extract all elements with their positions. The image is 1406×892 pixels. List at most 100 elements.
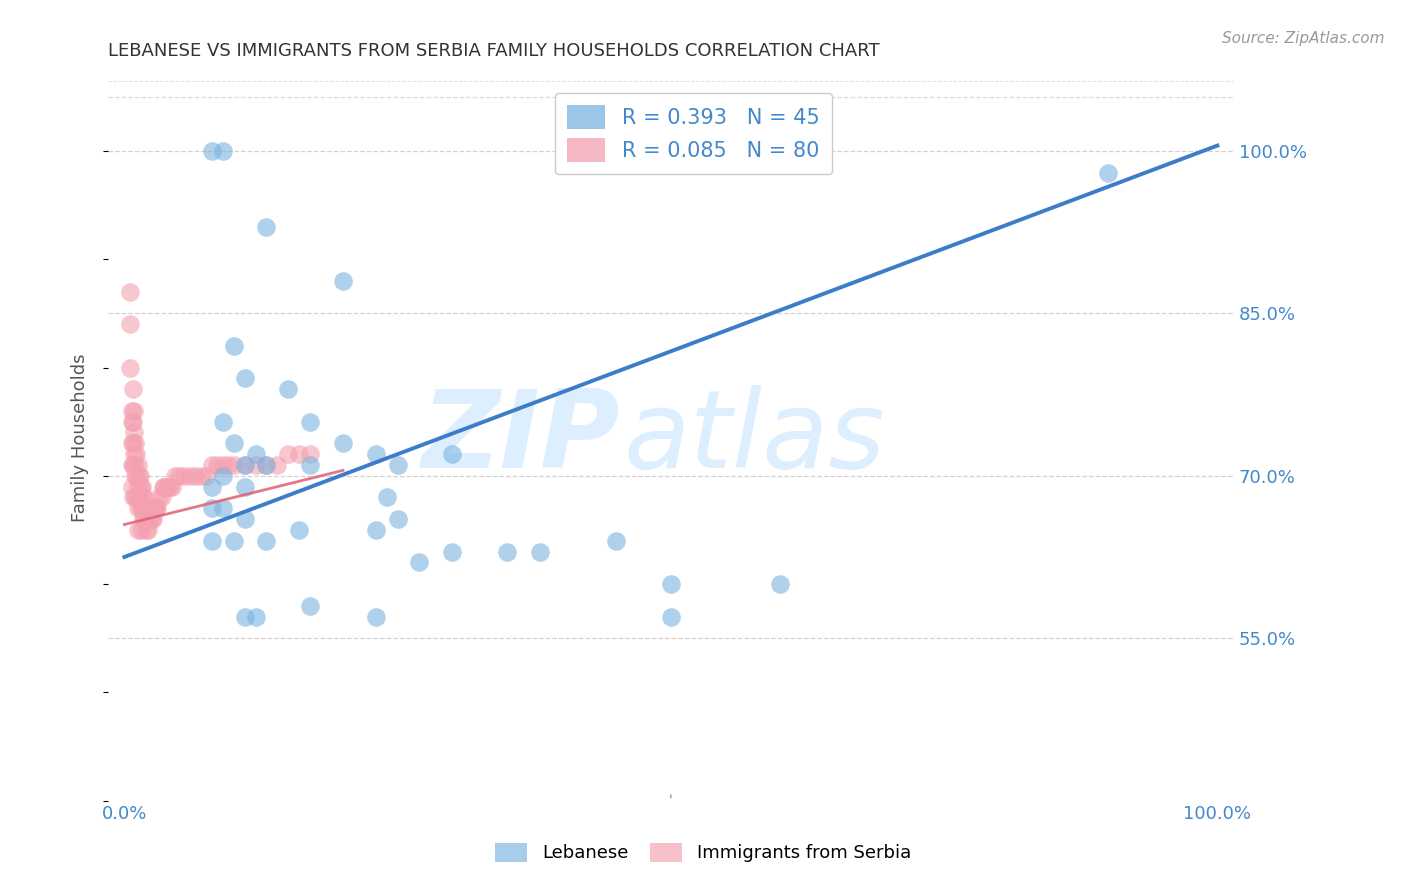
Point [118,285,141,299]
Point [135,501,157,516]
Point [217,458,239,472]
Point [131,480,153,494]
Point [146,501,169,516]
Point [118,317,141,331]
Point [408,556,430,570]
Point [143,501,166,516]
Point [288,447,311,461]
Point [233,458,256,472]
Point [201,533,224,548]
Point [364,447,387,461]
Point [387,512,409,526]
Point [135,523,157,537]
Point [201,144,224,158]
Point [256,219,278,234]
Point [138,512,160,526]
Point [122,415,145,429]
Point [148,491,170,505]
Point [159,480,181,494]
Point [128,491,150,505]
Point [299,599,322,613]
Point [121,404,143,418]
Point [163,468,186,483]
Point [124,491,146,505]
Point [142,501,165,516]
Point [299,447,322,461]
Point [145,501,167,516]
Point [150,491,173,505]
Point [201,480,224,494]
Point [125,468,148,483]
Point [659,577,682,591]
Point [122,404,145,418]
Point [125,491,148,505]
Point [211,468,233,483]
Point [299,458,322,472]
Point [155,480,177,494]
Point [128,468,150,483]
Point [132,491,155,505]
Point [211,458,233,472]
Point [245,458,267,472]
Point [277,447,299,461]
Point [127,480,149,494]
Point [127,458,149,472]
Point [659,609,682,624]
Legend: Lebanese, Immigrants from Serbia: Lebanese, Immigrants from Serbia [488,836,918,870]
Point [167,468,190,483]
Point [195,468,218,483]
Point [129,501,152,516]
Point [233,480,256,494]
Point [211,144,233,158]
Point [122,436,145,450]
Point [121,458,143,472]
Point [256,458,278,472]
Point [233,371,256,385]
Point [364,609,387,624]
Point [375,491,398,505]
Legend: R = 0.393   N = 45, R = 0.085   N = 80: R = 0.393 N = 45, R = 0.085 N = 80 [555,93,832,174]
Point [441,544,464,558]
Point [128,468,150,483]
Point [121,480,143,494]
Point [233,512,256,526]
Point [201,501,224,516]
Point [157,480,180,494]
Point [277,382,299,396]
Point [790,144,813,158]
Point [605,533,627,548]
Point [173,468,195,483]
Point [256,458,278,472]
Point [769,577,792,591]
Point [266,458,288,472]
Point [129,480,152,494]
Point [1097,166,1119,180]
Point [184,468,207,483]
Point [128,491,150,505]
Y-axis label: Family Households: Family Households [72,353,89,522]
Point [124,436,146,450]
Point [122,491,145,505]
Point [131,501,153,516]
Point [190,468,212,483]
Point [233,458,256,472]
Point [299,415,322,429]
Point [245,609,267,624]
Point [245,447,267,461]
Point [134,501,156,516]
Point [121,436,143,450]
Point [127,501,149,516]
Point [441,447,464,461]
Text: Source: ZipAtlas.com: Source: ZipAtlas.com [1222,31,1385,46]
Point [152,480,174,494]
Point [142,512,165,526]
Point [124,468,146,483]
Point [207,458,229,472]
Point [222,339,245,353]
Text: ZIP: ZIP [422,385,620,491]
Point [211,501,233,516]
Point [222,458,245,472]
Text: LEBANESE VS IMMIGRANTS FROM SERBIA FAMILY HOUSEHOLDS CORRELATION CHART: LEBANESE VS IMMIGRANTS FROM SERBIA FAMIL… [108,42,880,60]
Point [122,458,145,472]
Point [162,480,184,494]
